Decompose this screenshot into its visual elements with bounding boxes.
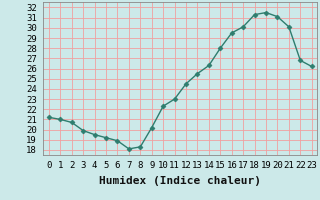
X-axis label: Humidex (Indice chaleur): Humidex (Indice chaleur) bbox=[99, 176, 261, 186]
